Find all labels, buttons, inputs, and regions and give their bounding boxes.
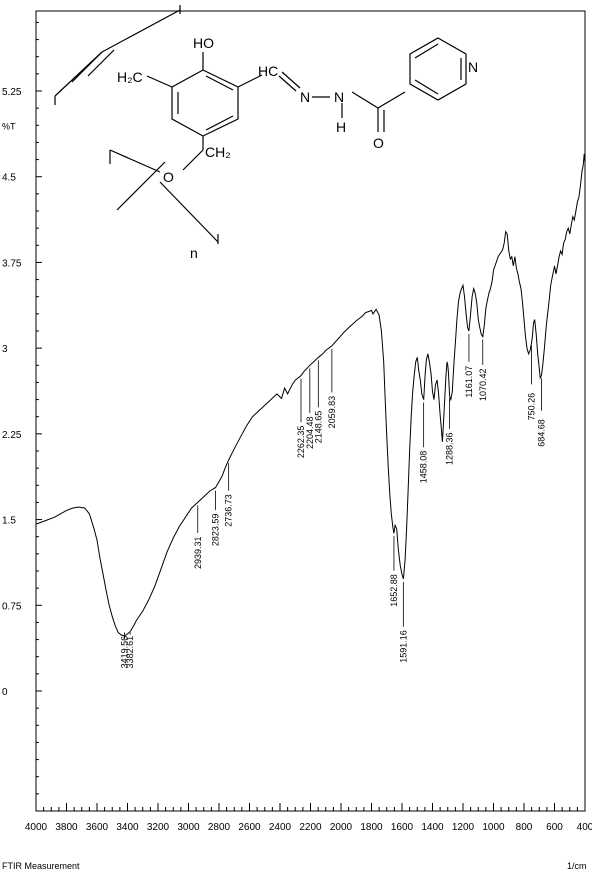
repeat-unit-n: n <box>190 245 198 261</box>
x-tick-label: 800 <box>516 822 533 833</box>
bond <box>205 115 234 131</box>
peak-label: 2148.65 <box>313 411 323 444</box>
footer-label: FTIR Measurement <box>2 861 80 871</box>
x-tick-label: 600 <box>546 822 563 833</box>
peak-label: 2939.31 <box>193 536 203 569</box>
y-tick-label: 4.5 <box>2 173 16 184</box>
x-unit-label: 1/cm <box>567 861 587 871</box>
atom-label-n2: N <box>334 89 344 105</box>
x-tick-label: 2400 <box>269 822 292 833</box>
x-tick-label: 3000 <box>177 822 200 833</box>
x-tick-label: 4000 <box>25 822 48 833</box>
bond <box>159 181 219 243</box>
peak-label: 2262.35 <box>296 426 306 459</box>
y-unit-label: %T <box>2 121 16 131</box>
atom-label-ch2: CH₂ <box>205 144 231 160</box>
x-tick-label: 1800 <box>360 822 383 833</box>
bond <box>54 51 103 97</box>
peak-label: 2059.83 <box>327 396 337 429</box>
x-tick-label: 3200 <box>147 822 170 833</box>
peak-label: 2736.73 <box>224 494 234 527</box>
bond <box>101 9 181 53</box>
y-tick-label: 3 <box>2 344 8 355</box>
y-tick-label: 2.25 <box>2 430 22 441</box>
pyridine-ring <box>409 37 467 101</box>
chemical-structure: HO H₂C HC N N H O N O CH₂ n <box>54 5 478 261</box>
y-tick-label: 0.75 <box>2 601 22 612</box>
x-tick-label: 2800 <box>208 822 231 833</box>
x-tick-label: 400 <box>577 822 592 833</box>
bond <box>182 149 204 171</box>
peak-label: 1070.42 <box>478 368 488 401</box>
atom-label-n1: N <box>300 89 310 105</box>
bond <box>109 149 161 173</box>
bond <box>146 75 173 88</box>
bond <box>281 71 301 89</box>
y-tick-label: 1.5 <box>2 516 16 527</box>
x-tick-label: 2200 <box>299 822 322 833</box>
peak-label: 2823.59 <box>210 514 220 547</box>
spectrum-line <box>35 153 586 637</box>
peak-label: 2204.48 <box>305 416 315 449</box>
x-tick-label: 1600 <box>391 822 414 833</box>
bond <box>414 43 439 59</box>
x-tick-label: 3600 <box>86 822 109 833</box>
bond <box>237 74 263 88</box>
x-tick-label: 1400 <box>421 822 444 833</box>
bond <box>351 91 379 109</box>
bond <box>87 49 115 77</box>
peak-label: 1652.88 <box>389 574 399 607</box>
plot-frame <box>35 10 586 812</box>
y-tick-label: 0 <box>2 687 8 698</box>
bond <box>116 161 166 211</box>
benzene-ring <box>171 69 239 137</box>
x-tick-label: 2000 <box>330 822 353 833</box>
atom-label-h2c: H₂C <box>117 69 143 85</box>
atom-label-hc: HC <box>258 63 278 79</box>
bond <box>414 79 439 95</box>
y-tick-label: 3.75 <box>2 258 22 269</box>
peak-label: 3382.61 <box>125 636 135 669</box>
peak-label: 684.68 <box>537 419 547 447</box>
x-tick-label: 3400 <box>116 822 139 833</box>
peak-label: 3419.56 <box>120 636 130 669</box>
bond <box>205 75 234 91</box>
peak-label: 1591.16 <box>398 630 408 663</box>
peak-label: 1288.36 <box>445 432 455 465</box>
bond <box>377 91 406 109</box>
x-axis-ticks: 4000 3800 3600 3400 3200 3000 2800 2600 2400 2200… <box>25 803 592 833</box>
y-tick-label: 5.25 <box>2 87 22 98</box>
x-tick-label: 1000 <box>482 822 505 833</box>
x-tick-label: 3800 <box>55 822 78 833</box>
x-tick-label: 2600 <box>238 822 261 833</box>
atom-label-h: H <box>336 119 346 135</box>
x-tick-label: 1200 <box>452 822 475 833</box>
atom-label-o-ether: O <box>163 169 174 185</box>
bond <box>278 75 297 92</box>
atom-label-ho: HO <box>193 35 214 51</box>
y-axis-ticks: 0 0.75 1.5 2.25 3 3.75 4.5 5.25 <box>2 21 42 795</box>
peak-label: 1161.07 <box>464 366 474 398</box>
atom-label-o-carbonyl: O <box>373 135 384 151</box>
atom-label-n-pyridine: N <box>468 59 478 75</box>
peak-label: 750.26 <box>527 393 537 421</box>
peak-label: 1458.08 <box>419 451 429 484</box>
